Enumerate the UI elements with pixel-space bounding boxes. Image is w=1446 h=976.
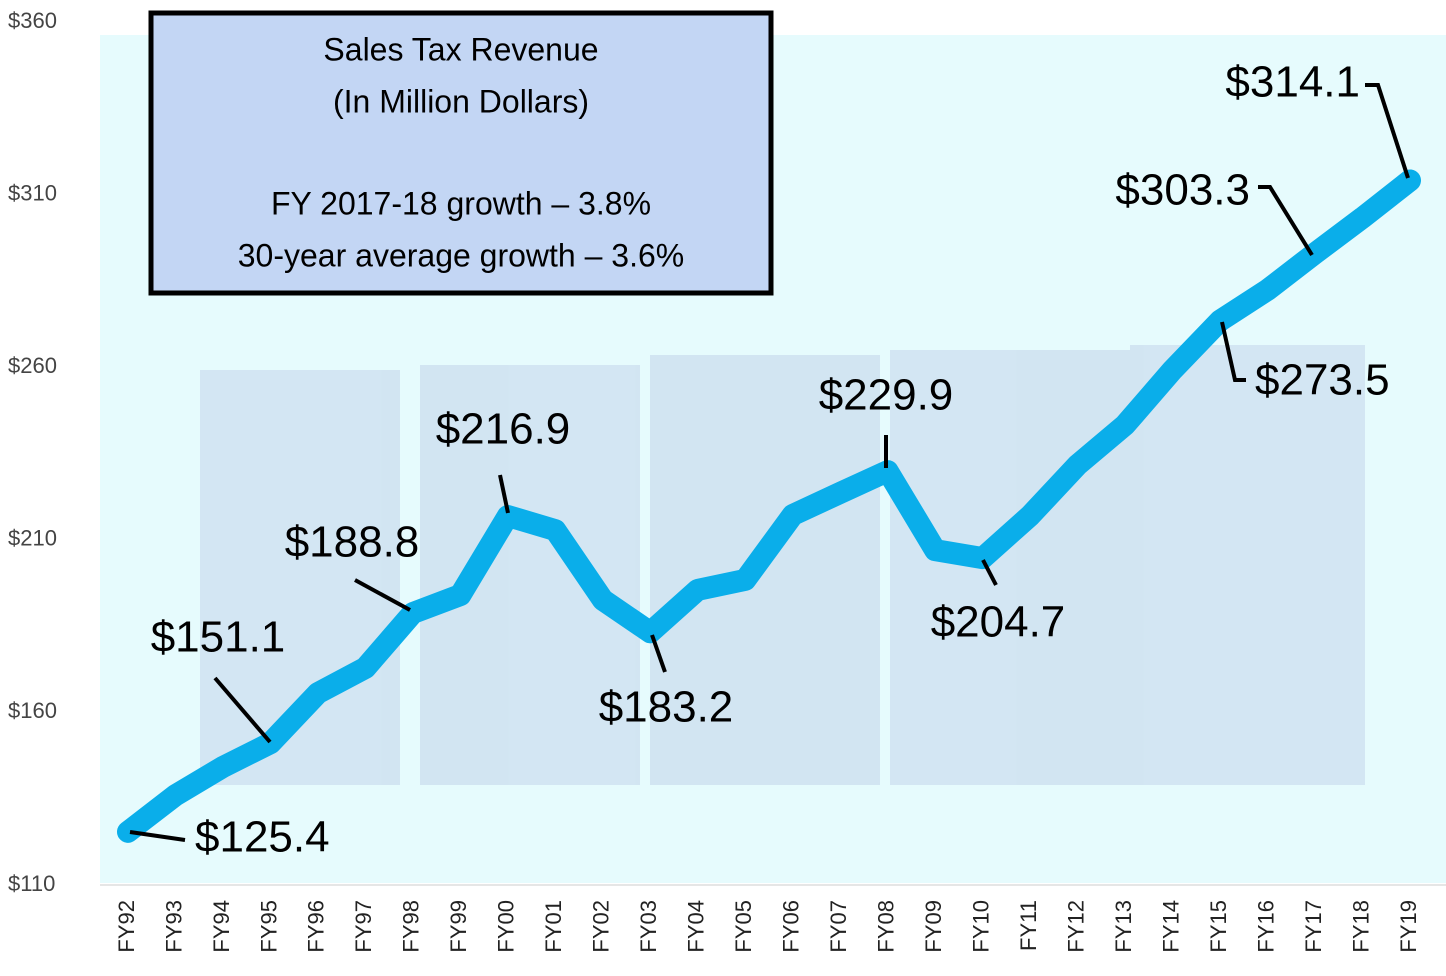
x-tick-label: FY09	[921, 900, 946, 953]
data-label: $204.7	[931, 598, 1066, 647]
y-tick-label: $110	[8, 871, 55, 896]
x-tick-label: FY13	[1111, 900, 1136, 953]
x-tick-label: FY07	[826, 900, 851, 953]
leader-line	[1258, 185, 1314, 257]
x-tick-label: FY93	[161, 900, 186, 953]
leader-line	[650, 634, 667, 673]
data-line	[117, 169, 1421, 843]
leader-line	[498, 474, 510, 514]
x-tick-label: FY02	[589, 900, 614, 953]
y-tick-label: $310	[8, 180, 57, 205]
x-tick-label: FY00	[494, 900, 519, 953]
x-tick-label: FY94	[209, 900, 234, 953]
data-label: $183.2	[599, 683, 734, 732]
x-tick-label: FY11	[1016, 900, 1041, 951]
y-tick-label: $260	[8, 353, 57, 378]
x-tick-label: FY95	[256, 900, 281, 953]
x-tick-label: FY06	[779, 900, 804, 953]
x-tick-label: FY97	[351, 900, 376, 953]
chart-title: Sales Tax Revenue	[323, 31, 598, 67]
x-tick-label: FY04	[684, 900, 709, 953]
x-tick-label: FY18	[1348, 900, 1373, 953]
info-box	[148, 10, 774, 296]
x-tick-label: FY17	[1301, 900, 1326, 953]
x-tick-label: FY99	[446, 900, 471, 953]
x-tick-label: FY05	[731, 900, 756, 953]
leader-line	[354, 578, 411, 612]
x-tick-label: FY92	[114, 900, 139, 953]
chart-subtitle: (In Million Dollars)	[333, 83, 589, 119]
leader-line	[213, 676, 272, 744]
data-label: $273.5	[1255, 356, 1390, 405]
x-tick-label: FY03	[636, 900, 661, 953]
annotation: FY 2017-18 growth – 3.8%	[271, 185, 651, 221]
data-label: $125.4	[195, 813, 330, 862]
y-tick-label: $160	[8, 698, 57, 723]
data-label: $303.3	[1115, 166, 1250, 215]
leader-line	[981, 559, 998, 586]
leader-line	[1365, 83, 1410, 179]
x-tick-label: FY14	[1158, 900, 1183, 953]
x-tick-label: FY10	[968, 900, 993, 953]
x-tick-label: FY16	[1253, 900, 1278, 953]
x-tick-label: FY15	[1206, 900, 1231, 953]
x-tick-label: FY12	[1063, 900, 1088, 953]
x-tick-label: FY01	[541, 900, 566, 953]
background-decoration	[200, 345, 1365, 785]
leader-line	[129, 830, 186, 842]
data-label: $151.1	[151, 613, 286, 662]
x-tick-label: FY96	[304, 900, 329, 953]
data-label: $188.8	[285, 518, 420, 567]
x-tick-label: FY19	[1396, 900, 1421, 953]
y-tick-label: $360	[8, 8, 57, 33]
data-label: $314.1	[1225, 58, 1360, 107]
leader-line	[1220, 321, 1246, 382]
x-tick-label: FY08	[874, 900, 899, 953]
x-tick-label: FY98	[399, 900, 424, 953]
data-label: $229.9	[819, 371, 954, 420]
y-tick-label: $210	[8, 526, 57, 551]
annotation: 30-year average growth – 3.6%	[238, 237, 684, 273]
data-label: $216.9	[436, 405, 571, 454]
